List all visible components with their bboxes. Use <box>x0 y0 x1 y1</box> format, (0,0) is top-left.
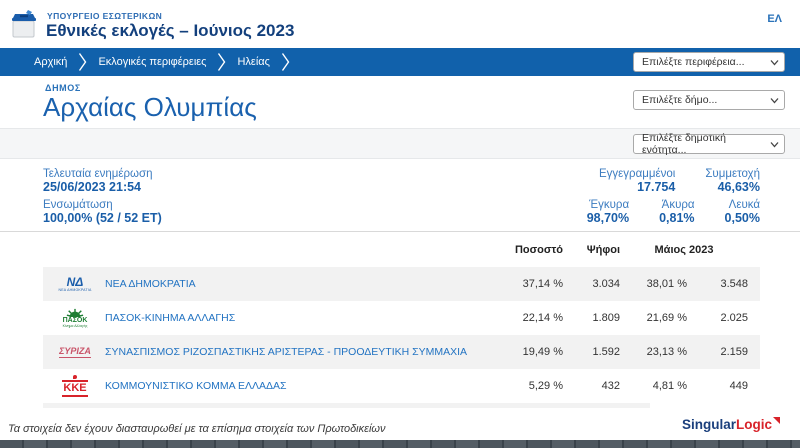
valid-label: Έγκυρα <box>589 199 630 211</box>
participation-value: 46,63% <box>717 180 760 194</box>
blank-label: Λευκά <box>728 199 760 211</box>
prev-percent-cell: 23,13 % <box>646 346 687 358</box>
singularlogic-logo: SingularLogic <box>682 417 780 432</box>
prev-percent-cell: 4,81 % <box>652 380 687 392</box>
breadcrumb-ileias[interactable]: Ηλείας <box>237 56 270 68</box>
stats-left: Τελευταία ενημέρωση 25/06/2023 21:54 Ενσ… <box>43 168 162 230</box>
percent-cell: 22,14 % <box>522 312 563 324</box>
municipality-label: ΔΗΜΟΣ <box>45 83 81 93</box>
header-percent: Ποσοστό <box>514 243 563 256</box>
municipal-unit-band: Επιλέξτε δημοτική ενότητα... <box>0 128 800 159</box>
votes-cell: 1.809 <box>592 312 620 324</box>
site-header: ΥΠΟΥΡΓΕΙΟ ΕΣΩΤΕΡΙΚΩΝ Εθνικές εκλογές – Ι… <box>0 0 800 48</box>
last-update-value: 25/06/2023 21:54 <box>43 180 142 194</box>
municipality-select-value: Επιλέξτε δήμο... <box>642 94 718 106</box>
nd-party-logo: ΝΔ ΝΕΑ ΔΗΜΟΚΡΑΤΙΑ <box>58 276 92 292</box>
stats-section: Τελευταία ενημέρωση 25/06/2023 21:54 Ενσ… <box>0 159 800 232</box>
header-previous: Μάιος 2023 <box>654 243 714 256</box>
percent-cell: 19,49 % <box>522 346 563 358</box>
results-table: Ποσοστό Ψήφοι Μάιος 2023 ΝΔ ΝΕΑ ΔΗΜΟΚΡΑΤ… <box>0 232 800 403</box>
language-toggle[interactable]: ΕΛ <box>767 13 782 25</box>
municipality-name: Αρχαίας Ολυμπίας <box>43 92 257 122</box>
breadcrumb-home[interactable]: Αρχική <box>34 56 68 68</box>
prev-votes-cell: 2.159 <box>720 346 748 358</box>
vendor-arrow-icon <box>773 417 780 424</box>
breadcrumb-districts[interactable]: Εκλογικές περιφέρειες <box>98 56 207 68</box>
blank-value: 0,50% <box>724 211 760 225</box>
participation-label: Συμμετοχή <box>705 168 760 180</box>
municipal-unit-select[interactable]: Επιλέξτε δημοτική ενότητα... <box>633 132 785 156</box>
last-update-label: Τελευταία ενημέρωση <box>43 168 153 180</box>
breadcrumb: Αρχική Εκλογικές περιφέρειες Ηλείας Επιλ… <box>0 48 800 76</box>
disclaimer-text: Τα στοιχεία δεν έχουν διασταυρωθεί με τα… <box>8 423 386 435</box>
table-row: ΣΥΡΙΖΑ ΣΥΝΑΣΠΙΣΜΟΣ ΡΙΖΟΣΠΑΣΤΙΚΗΣ ΑΡΙΣΤΕΡ… <box>43 335 760 369</box>
table-row: ΚΚΕ ΚΟΜΜΟΥΝΙΣΤΙΚΟ ΚΟΜΜΑ ΕΛΛΑΔΑΣ 5,29 % 4… <box>43 369 760 403</box>
invalid-value: 0,81% <box>659 211 695 225</box>
integration-value: 100,00% (52 / 52 ΕΤ) <box>43 211 162 225</box>
registered-label: Εγγεγραμμένοι <box>598 168 676 180</box>
chevron-down-icon <box>770 96 779 108</box>
prev-votes-cell: 449 <box>729 380 748 392</box>
region-select[interactable]: Επιλέξτε περιφέρεια... <box>633 52 785 72</box>
region-select-value: Επιλέξτε περιφέρεια... <box>642 56 745 68</box>
municipal-unit-select-value: Επιλέξτε δημοτική ενότητα... <box>642 132 726 156</box>
syriza-party-logo: ΣΥΡΙΖΑ <box>59 346 91 358</box>
pasok-party-logo: ΠΑΣΟΚ Κίνημα Αλλαγής <box>55 308 95 328</box>
prev-votes-cell: 3.548 <box>720 278 748 290</box>
prev-percent-cell: 38,01 % <box>646 278 687 290</box>
invalid-label: Άκυρα <box>661 199 695 211</box>
chevron-down-icon <box>770 58 779 70</box>
percent-cell: 37,14 % <box>522 278 563 290</box>
valid-value: 98,70% <box>586 211 630 225</box>
ballot-box-logo-icon <box>12 10 36 38</box>
municipality-select[interactable]: Επιλέξτε δήμο... <box>633 90 785 110</box>
table-row: ΝΔ ΝΕΑ ΔΗΜΟΚΡΑΤΙΑ ΝΕΑ ΔΗΜΟΚΡΑΤΙΑ 37,14 %… <box>43 267 760 301</box>
header-votes: Ψήφοι <box>586 243 620 256</box>
bottom-strip <box>0 440 800 448</box>
chevron-right-icon <box>217 52 226 72</box>
prev-votes-cell: 2.025 <box>720 312 748 324</box>
page-footer: Τα στοιχεία δεν έχουν διασταυρωθεί με τα… <box>0 408 800 440</box>
table-header-row: Ποσοστό Ψήφοι Μάιος 2023 <box>43 232 760 267</box>
municipality-section: ΔΗΜΟΣ Αρχαίας Ολυμπίας Επιλέξτε δήμο... <box>0 76 800 128</box>
percent-cell: 5,29 % <box>528 380 563 392</box>
ministry-name: ΥΠΟΥΡΓΕΙΟ ΕΣΩΤΕΡΙΚΩΝ <box>47 11 163 21</box>
party-link[interactable]: ΝΕΑ ΔΗΜΟΚΡΑΤΙΑ <box>105 278 196 290</box>
chevron-down-icon <box>770 140 779 152</box>
votes-cell: 1.592 <box>592 346 620 358</box>
prev-percent-cell: 21,69 % <box>646 312 687 324</box>
chevron-right-icon <box>78 52 87 72</box>
registered-value: 17.754 <box>637 180 676 194</box>
integration-label: Ενσωμάτωση <box>43 199 113 211</box>
votes-cell: 3.034 <box>592 278 620 290</box>
kke-flame-icon <box>73 375 77 379</box>
kke-party-logo: ΚΚΕ <box>55 375 95 397</box>
party-link[interactable]: ΣΥΝΑΣΠΙΣΜΟΣ ΡΙΖΟΣΠΑΣΤΙΚΗΣ ΑΡΙΣΤΕΡΑΣ - ΠΡ… <box>105 346 468 358</box>
stats-right: Εγγεγραμμένοι 17.754 Συμμετοχή 46,63% Έγ… <box>557 168 760 230</box>
chevron-right-icon <box>281 52 290 72</box>
party-link[interactable]: ΚΟΜΜΟΥΝΙΣΤΙΚΟ ΚΟΜΜΑ ΕΛΛΑΔΑΣ <box>105 380 287 392</box>
party-link[interactable]: ΠΑΣΟΚ-ΚΙΝΗΜΑ ΑΛΛΑΓΗΣ <box>105 312 236 324</box>
votes-cell: 432 <box>601 380 620 392</box>
page-title: Εθνικές εκλογές – Ιούνιος 2023 <box>46 21 295 40</box>
table-row: ΠΑΣΟΚ Κίνημα Αλλαγής ΠΑΣΟΚ-ΚΙΝΗΜΑ ΑΛΛΑΓΗ… <box>43 301 760 335</box>
